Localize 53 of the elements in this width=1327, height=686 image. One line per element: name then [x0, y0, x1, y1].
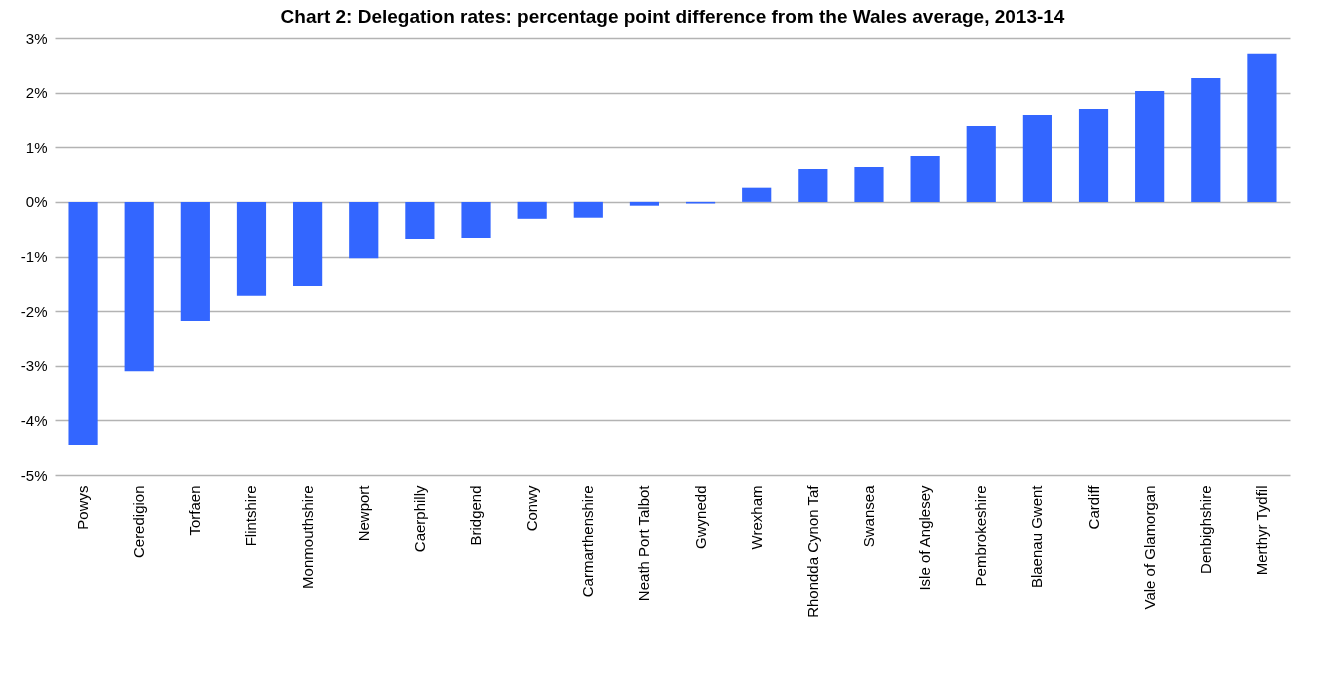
bar [573, 201, 603, 218]
x-tick-label: Ceredigion [130, 485, 148, 559]
x-tick-label: Caerphilly [410, 485, 428, 553]
x-tick-label: Monmouthshire [298, 485, 316, 589]
x-tick-label: Newport [354, 484, 372, 542]
bar [966, 125, 996, 202]
x-tick-label: Blaenau Gwent [1028, 484, 1046, 589]
x-tick-label: Isle of Anglesey [916, 485, 934, 591]
x-tick-label: Rhondda Cynon Taf [803, 484, 821, 618]
x-tick-label: Powys [74, 485, 92, 530]
y-tick-label: -5% [20, 466, 48, 484]
bar [910, 155, 940, 202]
y-tick-label: -1% [20, 248, 48, 265]
bar [1247, 53, 1277, 202]
bar [517, 201, 547, 219]
bar [293, 201, 323, 286]
y-tick-label: -4% [20, 411, 48, 429]
bar [798, 169, 828, 202]
bar [405, 201, 435, 240]
bar [180, 201, 210, 321]
y-tick-label: 3% [25, 29, 48, 47]
bar [236, 201, 267, 296]
x-tick-label: Wrexham [747, 485, 765, 550]
x-tick-label: Swansea [859, 484, 877, 548]
bar [349, 201, 379, 259]
x-tick-label: Denbighshire [1196, 485, 1214, 574]
y-tick-label: -2% [20, 302, 48, 320]
bar [1135, 90, 1165, 202]
bar [1078, 109, 1109, 202]
x-tick-label: Pembrokeshire [972, 485, 990, 587]
bar [124, 201, 154, 372]
x-tick-label: Bridgend [467, 485, 485, 546]
x-tick-label: Cardiff [1084, 484, 1102, 530]
x-tick-label: Flintshire [242, 485, 260, 547]
bar [461, 201, 491, 238]
x-tick-label: Torfaen [186, 485, 204, 536]
bar [742, 187, 772, 202]
x-tick-label: Conwy [523, 485, 541, 532]
x-tick-label: Gwynedd [691, 485, 709, 549]
bar [854, 166, 884, 202]
bar [629, 201, 660, 206]
bar [68, 201, 98, 445]
x-tick-label: Merthyr Tydfil [1252, 485, 1270, 576]
x-tick-label: Carmarthenshire [579, 485, 597, 598]
y-tick-label: 0% [25, 193, 48, 211]
y-tick-label: -3% [20, 357, 48, 375]
x-tick-label: Neath Port Talbot [635, 484, 653, 602]
x-tick-label: Vale of Glamorgan [1140, 485, 1158, 610]
y-tick-label: 1% [25, 138, 48, 156]
y-tick-label: 2% [25, 84, 48, 102]
bar [1191, 77, 1221, 202]
bar [1022, 115, 1052, 202]
chart-title: Chart 2: Delegation rates: percentage point difference from the Wales average, 2013-14 [280, 6, 1065, 27]
